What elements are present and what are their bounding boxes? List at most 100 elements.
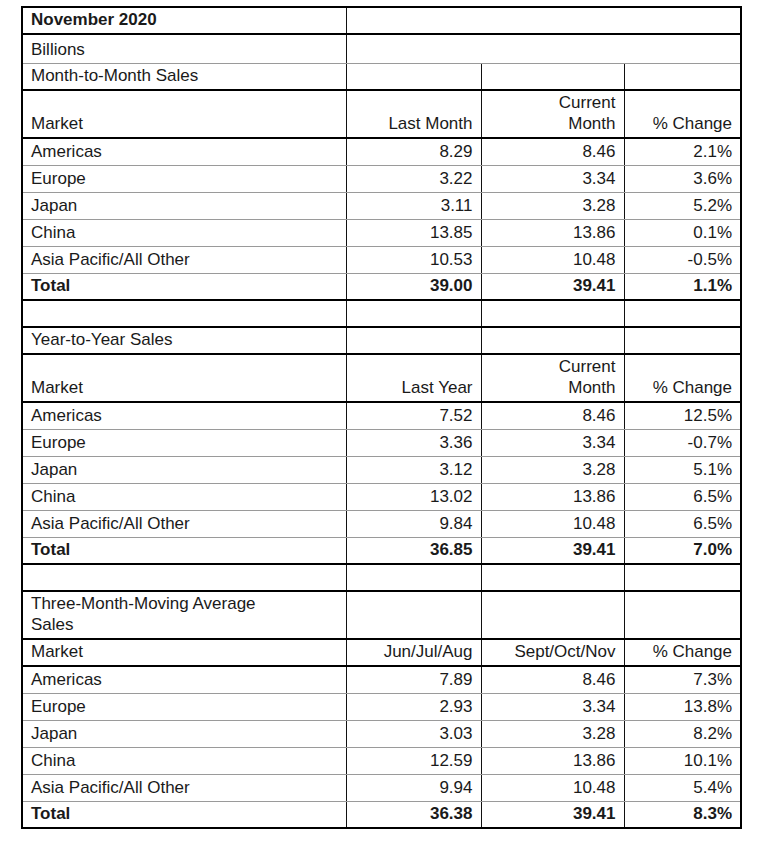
total-value: 36.38 bbox=[346, 801, 481, 828]
total-value: 1.1% bbox=[624, 273, 741, 300]
table-row: China13.8513.860.1% bbox=[22, 219, 741, 246]
table-row: Americas7.528.4612.5% bbox=[22, 402, 741, 429]
table-body: November 2020 Billions Month-to-Month Sa… bbox=[22, 7, 741, 828]
table-row: China13.0213.866.5% bbox=[22, 483, 741, 510]
value-cell: 13.85 bbox=[346, 219, 481, 246]
market-cell: Europe bbox=[22, 429, 346, 456]
column-header: Current Month bbox=[481, 354, 624, 402]
value-cell: 7.89 bbox=[346, 666, 481, 693]
market-cell: Europe bbox=[22, 693, 346, 720]
empty-cell bbox=[22, 300, 346, 327]
value-cell: 3.28 bbox=[481, 720, 624, 747]
empty-cell bbox=[346, 591, 481, 639]
value-cell: 13.86 bbox=[481, 747, 624, 774]
market-cell: China bbox=[22, 747, 346, 774]
value-cell: 3.36 bbox=[346, 429, 481, 456]
value-cell: 8.46 bbox=[481, 402, 624, 429]
value-cell: 8.46 bbox=[481, 666, 624, 693]
total-value: 39.00 bbox=[346, 273, 481, 300]
empty-cell bbox=[346, 34, 741, 63]
value-cell: 6.5% bbox=[624, 483, 741, 510]
value-cell: 3.34 bbox=[481, 165, 624, 192]
value-cell: 0.1% bbox=[624, 219, 741, 246]
title-row: November 2020 bbox=[22, 7, 741, 34]
total-value: 39.41 bbox=[481, 801, 624, 828]
value-cell: 10.48 bbox=[481, 246, 624, 273]
value-cell: -0.7% bbox=[624, 429, 741, 456]
value-cell: 9.94 bbox=[346, 774, 481, 801]
page: { "title_block": { "title": "November 20… bbox=[0, 0, 759, 846]
table-row: Japan3.123.285.1% bbox=[22, 456, 741, 483]
empty-cell bbox=[346, 564, 481, 591]
table-row: Japan3.033.288.2% bbox=[22, 720, 741, 747]
empty-cell bbox=[481, 327, 624, 354]
market-cell: Japan bbox=[22, 456, 346, 483]
section-title-row: Year-to-Year Sales bbox=[22, 327, 741, 354]
empty-cell bbox=[624, 300, 741, 327]
market-cell: Europe bbox=[22, 165, 346, 192]
column-header: Last Month bbox=[346, 90, 481, 138]
column-header: Jun/Jul/Aug bbox=[346, 639, 481, 666]
value-cell: 2.93 bbox=[346, 693, 481, 720]
value-cell: 3.03 bbox=[346, 720, 481, 747]
value-cell: 3.22 bbox=[346, 165, 481, 192]
unit-row: Billions bbox=[22, 34, 741, 63]
section-title-row: Three-Month-Moving Average Sales bbox=[22, 591, 741, 639]
header-row: MarketJun/Jul/AugSept/Oct/Nov% Change bbox=[22, 639, 741, 666]
table-row: Asia Pacific/All Other10.5310.48-0.5% bbox=[22, 246, 741, 273]
value-cell: -0.5% bbox=[624, 246, 741, 273]
header-row: MarketLast MonthCurrent Month% Change bbox=[22, 90, 741, 138]
value-cell: 10.48 bbox=[481, 510, 624, 537]
section-title-row: Month-to-Month Sales bbox=[22, 63, 741, 90]
column-header: % Change bbox=[624, 354, 741, 402]
market-cell: Japan bbox=[22, 720, 346, 747]
empty-cell bbox=[346, 300, 481, 327]
value-cell: 3.34 bbox=[481, 429, 624, 456]
section-title: Year-to-Year Sales bbox=[22, 327, 346, 354]
value-cell: 13.8% bbox=[624, 693, 741, 720]
column-header-market: Market bbox=[22, 639, 346, 666]
value-cell: 7.3% bbox=[624, 666, 741, 693]
value-cell: 5.2% bbox=[624, 192, 741, 219]
report-month-title: November 2020 bbox=[22, 7, 346, 34]
market-cell: Asia Pacific/All Other bbox=[22, 510, 346, 537]
table-row: Americas8.298.462.1% bbox=[22, 138, 741, 165]
header-row: MarketLast YearCurrent Month% Change bbox=[22, 354, 741, 402]
column-header: % Change bbox=[624, 90, 741, 138]
section-title: Month-to-Month Sales bbox=[22, 63, 346, 90]
table-row: Europe2.933.3413.8% bbox=[22, 693, 741, 720]
column-header: Current Month bbox=[481, 90, 624, 138]
market-cell: Americas bbox=[22, 402, 346, 429]
table-row: Japan3.113.285.2% bbox=[22, 192, 741, 219]
total-label: Total bbox=[22, 537, 346, 564]
column-header-market: Market bbox=[22, 354, 346, 402]
total-row: Total39.0039.411.1% bbox=[22, 273, 741, 300]
total-row: Total36.8539.417.0% bbox=[22, 537, 741, 564]
empty-cell bbox=[624, 564, 741, 591]
value-cell: 3.28 bbox=[481, 192, 624, 219]
column-header: Sept/Oct/Nov bbox=[481, 639, 624, 666]
empty-cell bbox=[481, 300, 624, 327]
value-cell: 3.34 bbox=[481, 693, 624, 720]
total-label: Total bbox=[22, 273, 346, 300]
empty-cell bbox=[346, 327, 481, 354]
report-sheet: November 2020 Billions Month-to-Month Sa… bbox=[21, 6, 742, 829]
value-cell: 10.1% bbox=[624, 747, 741, 774]
total-row: Total36.3839.418.3% bbox=[22, 801, 741, 828]
value-cell: 13.86 bbox=[481, 219, 624, 246]
empty-cell bbox=[346, 63, 481, 90]
value-cell: 10.53 bbox=[346, 246, 481, 273]
market-cell: Asia Pacific/All Other bbox=[22, 774, 346, 801]
total-value: 8.3% bbox=[624, 801, 741, 828]
value-cell: 8.29 bbox=[346, 138, 481, 165]
value-cell: 5.4% bbox=[624, 774, 741, 801]
empty-cell bbox=[346, 7, 741, 34]
market-cell: China bbox=[22, 483, 346, 510]
separator-row bbox=[22, 564, 741, 591]
total-label: Total bbox=[22, 801, 346, 828]
market-cell: Americas bbox=[22, 666, 346, 693]
value-cell: 3.11 bbox=[346, 192, 481, 219]
empty-cell bbox=[481, 63, 624, 90]
value-cell: 12.5% bbox=[624, 402, 741, 429]
unit-label: Billions bbox=[22, 34, 346, 63]
